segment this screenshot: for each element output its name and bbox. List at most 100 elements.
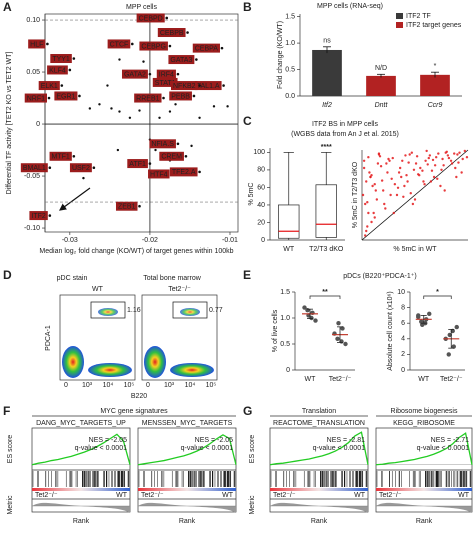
- point: [118, 58, 121, 61]
- y-tick-label: 8: [401, 304, 405, 311]
- y-tick-label: 0.10: [26, 17, 40, 24]
- panel-label: B: [243, 0, 252, 14]
- point: [410, 151, 414, 154]
- group-right: WT: [458, 492, 470, 499]
- chart-title: pDCs (B220⁺PDCA-1⁺): [343, 273, 417, 280]
- point: [407, 161, 410, 164]
- x-tick-label: Tet2⁻/⁻: [440, 376, 463, 383]
- point-label: STAT1: [155, 80, 176, 87]
- x-axis-label: Rank: [73, 518, 90, 525]
- point-label: RREB1: [136, 95, 159, 102]
- es-curve: [31, 433, 131, 466]
- chart-title: MENSSEN_MYC_TARGETS: [142, 420, 233, 427]
- point: [379, 165, 383, 168]
- point: [168, 110, 172, 113]
- y-axis-label: ES score: [249, 435, 256, 464]
- nes-label: NES = -2.05: [89, 437, 127, 444]
- label-box: [50, 54, 72, 64]
- label-box: [136, 13, 165, 23]
- point: [451, 344, 456, 349]
- y-axis-label: Absolute cell count (x10⁶): [387, 291, 394, 371]
- point: [429, 180, 433, 183]
- panel-label: F: [3, 404, 10, 418]
- point: [92, 166, 96, 170]
- point: [413, 198, 417, 201]
- point: [373, 183, 376, 186]
- point: [46, 42, 49, 46]
- point: [128, 116, 132, 119]
- label-box: [121, 69, 148, 79]
- metric-label: Metric: [249, 495, 256, 515]
- label-box: [157, 28, 186, 38]
- point: [412, 168, 416, 171]
- point: [443, 189, 446, 192]
- x-tick-label: 10⁵: [124, 382, 135, 389]
- x-axis-label: B220: [131, 393, 147, 400]
- point: [405, 174, 408, 177]
- point: [116, 148, 120, 152]
- label-box: [28, 39, 46, 49]
- point: [428, 154, 432, 157]
- point: [220, 46, 224, 50]
- point: [212, 105, 216, 108]
- y-tick-label: 0: [36, 121, 40, 128]
- point: [365, 180, 368, 183]
- point-label: TFE2.A: [172, 169, 196, 176]
- point: [60, 84, 64, 87]
- label-box: [170, 81, 198, 91]
- point: [198, 84, 201, 87]
- point: [387, 157, 390, 161]
- group-right: WT: [222, 492, 234, 499]
- label-box: [47, 65, 68, 75]
- point: [384, 207, 387, 210]
- panel-label: A: [3, 0, 12, 14]
- x-tick-label: Tet2⁻/⁻: [329, 376, 352, 383]
- point: [148, 162, 152, 165]
- group-left: Tet2⁻/⁻: [35, 492, 58, 499]
- point: [340, 326, 345, 331]
- metric-label: Metric: [7, 495, 14, 515]
- nes-label: NES = -2.71: [431, 437, 469, 444]
- density: [98, 308, 118, 316]
- y-axis-label: % 5mC in T2/T3 dKO: [352, 161, 359, 228]
- point: [361, 193, 365, 197]
- label-box: [134, 93, 162, 103]
- point: [305, 308, 310, 313]
- y-tick-label: 80: [257, 167, 265, 174]
- point: [456, 153, 459, 156]
- point-label: CEBPB: [160, 30, 184, 37]
- point: [446, 352, 451, 357]
- point: [138, 204, 141, 208]
- label-box: [69, 163, 92, 173]
- y-tick-label: -0.05: [24, 173, 40, 180]
- point: [465, 156, 469, 159]
- y-axis-label: PDCA-1: [45, 325, 52, 351]
- point-label: ELK1: [41, 83, 58, 90]
- point: [457, 161, 460, 164]
- point: [421, 169, 424, 172]
- point: [186, 31, 189, 34]
- point: [365, 229, 368, 233]
- point: [72, 154, 76, 158]
- y-tick-label: -0.10: [24, 225, 40, 232]
- q-value-label: q-value < 0.0001: [313, 445, 365, 452]
- point: [419, 166, 422, 170]
- point: [335, 336, 340, 341]
- point: [404, 154, 407, 157]
- annotation: *: [436, 289, 439, 296]
- point: [118, 110, 121, 113]
- point: [374, 189, 377, 192]
- nes-label: NES = -2.05: [195, 437, 233, 444]
- legend-swatch: [396, 13, 403, 19]
- label-box: [54, 91, 78, 101]
- point: [415, 155, 419, 158]
- x-tick-label: Ccr9: [428, 102, 443, 109]
- y-tick-label: 0.5: [285, 66, 295, 73]
- x-tick-label: -0.03: [62, 237, 78, 244]
- density: [144, 346, 166, 378]
- point: [437, 152, 440, 155]
- point: [47, 96, 51, 100]
- point: [450, 162, 454, 165]
- point: [375, 198, 379, 201]
